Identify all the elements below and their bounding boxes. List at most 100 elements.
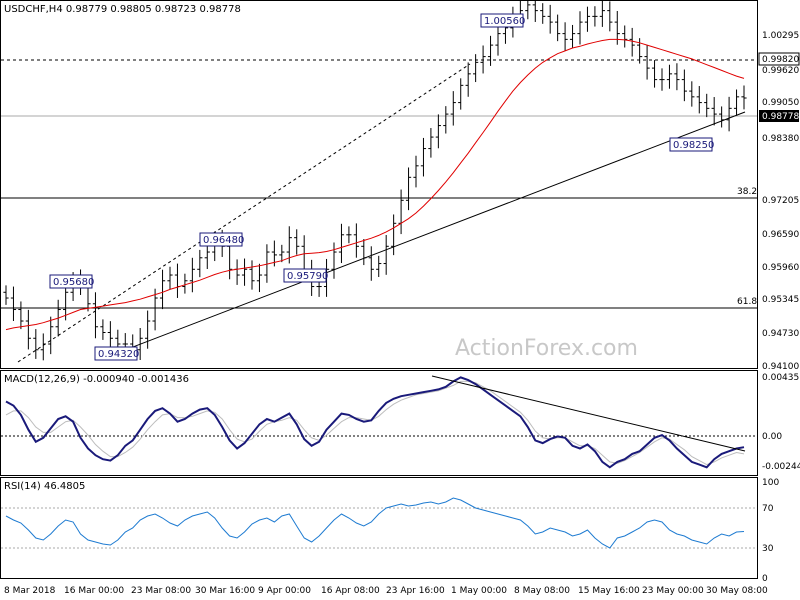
price-bar: [92, 292, 99, 339]
price-bar: [696, 86, 702, 114]
callout-swing-0964: 0.96480: [199, 232, 244, 247]
price-bar: [584, 6, 591, 32]
watermark: ActionForex.com: [455, 336, 638, 361]
price-bar: [145, 310, 151, 349]
time-tick: 16 Mar 00:00: [64, 586, 124, 596]
price-tick: 0.95345: [762, 295, 799, 305]
price-bar: [294, 229, 300, 255]
price-bar: [361, 239, 367, 266]
rsi-tick: 0: [762, 574, 768, 584]
price-tick: 0.99620: [762, 66, 799, 76]
price-bar: [420, 137, 427, 177]
price-bar: [182, 273, 188, 294]
price-bar: [719, 106, 725, 128]
price-bar: [726, 96, 732, 132]
price-bar: [733, 89, 740, 116]
macd-panel-frame: [0, 370, 758, 476]
svg-text:0.99820: 0.99820: [762, 55, 799, 65]
price-bar: [264, 244, 270, 283]
macd-tick: 0.004351: [762, 373, 800, 383]
macd-tick: 0.00: [762, 432, 782, 442]
time-tick: 8 May 08:00: [514, 586, 570, 596]
price-bar: [577, 11, 583, 45]
callout-low-0943: 0.94320: [94, 346, 139, 361]
svg-text:0.96480: 0.96480: [203, 235, 244, 246]
price-bar: [353, 223, 359, 258]
price-bar: [644, 45, 650, 80]
price-bar: [18, 301, 24, 330]
price-bar: [592, 6, 598, 27]
time-tick: 15 May 16:00: [578, 586, 640, 596]
price-tick: 0.99050: [762, 98, 799, 108]
price-bar: [286, 226, 292, 264]
price-bar: [622, 25, 628, 48]
price-bar: [368, 246, 374, 281]
price-bar: [435, 114, 441, 149]
channel-trendline: [17, 63, 471, 363]
price-bar: [525, 0, 531, 20]
svg-text:0.98250: 0.98250: [673, 140, 714, 151]
price-candles: [3, 0, 747, 361]
macd-header: MACD(12,26,9) -0.000940 -0.001436: [4, 374, 189, 385]
price-axis: 1.00295 0.99620 0.99050 0.98380 0.97205 …: [762, 31, 799, 372]
price-bar: [659, 68, 665, 91]
price-bar: [607, 1, 613, 32]
time-tick: 16 Apr 08:00: [321, 586, 380, 596]
price-bar: [331, 242, 337, 279]
macd-tick: -0.002448: [762, 462, 800, 472]
price-tick: 0.94730: [762, 329, 799, 339]
price-bar: [323, 258, 330, 297]
time-tick: 9 Apr 00:00: [258, 586, 311, 596]
price-bar: [338, 223, 345, 264]
callout-high: 1.00560: [480, 13, 525, 28]
price-bar: [376, 255, 382, 277]
price-bar: [137, 328, 143, 361]
macd-signal-line: [5, 380, 745, 466]
price-bar: [405, 167, 412, 211]
price-bar: [711, 97, 717, 126]
price-bar: [487, 35, 494, 66]
price-tick: 0.96590: [762, 230, 799, 240]
price-bar: [197, 249, 203, 278]
price-bar: [741, 85, 747, 110]
price-bar: [629, 27, 635, 57]
price-tick: 1.00295: [762, 31, 799, 41]
rsi-tick: 70: [762, 504, 774, 514]
price-bar: [33, 329, 39, 359]
price-bar: [562, 22, 568, 51]
rsi-header: RSI(14) 46.4805: [4, 481, 85, 492]
price-bar: [651, 60, 658, 88]
ema-line: [5, 38, 745, 331]
price-bar: [674, 63, 680, 91]
svg-text:0.95680: 0.95680: [53, 277, 94, 288]
price-bar: [107, 321, 113, 350]
price-bar: [391, 214, 397, 256]
price-bar: [48, 316, 54, 355]
time-axis: 8 Mar 2018 16 Mar 00:00 23 Mar 08:00 30 …: [4, 586, 768, 596]
price-bar: [249, 260, 255, 290]
callout-swing-0956: 0.95680: [49, 274, 94, 289]
current-price-tag: 0.98778: [759, 110, 799, 122]
price-bar: [458, 78, 464, 110]
time-tick: 23 May 00:00: [642, 586, 704, 596]
price-bar: [681, 69, 687, 102]
price-bar: [383, 235, 389, 275]
price-bar: [100, 319, 106, 340]
price-bar: [241, 258, 248, 286]
price-bar: [540, 3, 546, 24]
price-bar: [443, 106, 449, 134]
support-trendline: [111, 111, 746, 356]
time-tick: 1 May 00:00: [451, 586, 507, 596]
svg-text:1.00560: 1.00560: [484, 16, 525, 27]
price-tick: 0.98380: [762, 134, 799, 144]
price-bar: [40, 333, 46, 361]
price-bar: [159, 269, 166, 310]
price-bar: [428, 128, 434, 158]
time-tick: 30 Mar 16:00: [195, 586, 255, 596]
price-bar: [666, 64, 673, 89]
fib-382-label: 38.2: [737, 187, 757, 197]
price-bar: [189, 257, 195, 293]
price-bar: [704, 93, 710, 118]
callout-low-0982: 0.98250: [669, 137, 714, 152]
price-tick: 0.97205: [762, 196, 799, 206]
